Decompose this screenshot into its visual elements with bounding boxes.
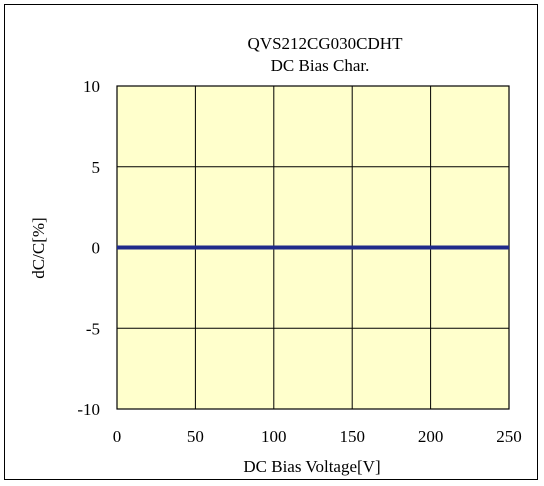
y-tick-label: -5 (86, 319, 100, 338)
y-tick-label: 0 (92, 239, 101, 258)
x-tick-label: 200 (418, 427, 444, 446)
x-tick-label: 100 (261, 427, 287, 446)
y-tick-label: -10 (77, 400, 100, 419)
chart-title-line2: DC Bias Char. (271, 56, 370, 75)
y-tick-label: 10 (83, 77, 100, 96)
x-tick-label: 50 (187, 427, 204, 446)
chart-title-line1: QVS212CG030CDHT (248, 34, 404, 53)
y-axis-label: dC/C[%] (29, 217, 48, 278)
y-tick-label: 5 (92, 158, 101, 177)
x-axis-label: DC Bias Voltage[V] (243, 457, 380, 476)
x-tick-label: 0 (113, 427, 122, 446)
x-tick-label: 150 (339, 427, 365, 446)
x-tick-label: 250 (496, 427, 522, 446)
